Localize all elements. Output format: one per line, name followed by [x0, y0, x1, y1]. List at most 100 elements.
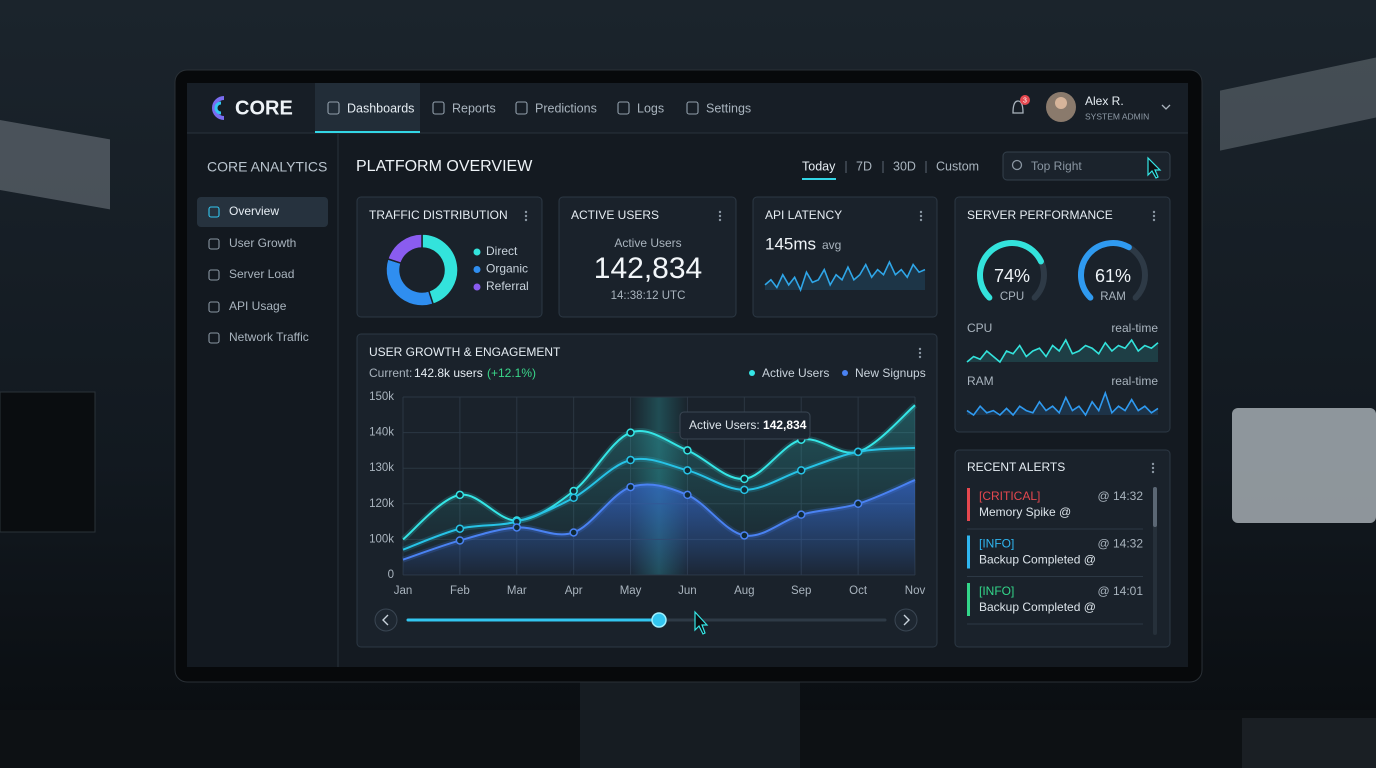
- data-point[interactable]: [796, 510, 806, 519]
- latency-unit: avg: [822, 238, 841, 252]
- alert-bar: [967, 488, 970, 521]
- data-point[interactable]: [683, 490, 692, 500]
- more-menu[interactable]: [1151, 466, 1155, 470]
- nav-tab[interactable]: Predictions: [535, 101, 597, 115]
- legend-dot: [842, 370, 848, 376]
- tooltip-value: 142,834: [763, 418, 807, 432]
- legend-dot: [473, 266, 481, 273]
- spark-label: CPU: [967, 321, 992, 335]
- data-point[interactable]: [796, 466, 806, 475]
- alert-time: @ 14:01: [1097, 584, 1143, 598]
- active-sidebar-item[interactable]: [197, 197, 328, 227]
- sparkline: [966, 390, 1159, 417]
- user-menu-chevron[interactable]: [1161, 104, 1171, 110]
- more-menu[interactable]: [1151, 470, 1155, 474]
- range-option[interactable]: 7D: [856, 159, 872, 173]
- x-tick-label: Nov: [905, 585, 926, 597]
- latency-value: 145ms: [765, 234, 816, 253]
- slider-prev[interactable]: [374, 608, 398, 632]
- more-menu[interactable]: [919, 218, 923, 222]
- data-point[interactable]: [569, 486, 578, 496]
- legend-dot: [473, 283, 481, 291]
- page-title: PLATFORM OVERVIEW: [356, 158, 533, 175]
- legend-label: New Signups: [855, 366, 926, 380]
- sparkline-area: [765, 262, 925, 290]
- x-tick-label: Sep: [791, 585, 811, 597]
- range-option[interactable]: Today: [802, 159, 836, 173]
- more-menu[interactable]: [918, 351, 922, 355]
- data-point[interactable]: [626, 428, 635, 437]
- sidebar-item[interactable]: API Usage: [229, 299, 287, 313]
- nav-tab[interactable]: Logs: [637, 101, 664, 115]
- cursor: [1147, 156, 1162, 179]
- metric-time: 14::38:12 UTC: [611, 290, 686, 302]
- gauge-value: 74%: [994, 266, 1030, 286]
- legend-label: Direct: [486, 244, 518, 258]
- logo-icon: [212, 96, 225, 120]
- more-menu[interactable]: [1151, 462, 1155, 466]
- active-users-card: [558, 196, 737, 318]
- nav-tab[interactable]: Settings: [706, 101, 751, 115]
- data-point[interactable]: [740, 531, 749, 540]
- slider-next[interactable]: [894, 608, 918, 632]
- more-menu[interactable]: [524, 214, 528, 218]
- server-card: [954, 196, 1171, 433]
- more-menu[interactable]: [718, 210, 722, 214]
- data-point[interactable]: [512, 523, 522, 532]
- range-option[interactable]: 30D: [893, 159, 916, 173]
- gauge-fill: [977, 240, 1044, 301]
- search-box[interactable]: [1002, 151, 1171, 181]
- data-point[interactable]: [626, 482, 635, 492]
- more-menu[interactable]: [1152, 214, 1156, 218]
- more-menu[interactable]: [919, 214, 923, 218]
- sidebar-item[interactable]: Server Load: [229, 267, 294, 281]
- sparkline: [966, 338, 1159, 364]
- nav-tab[interactable]: Dashboards: [347, 101, 414, 115]
- data-point[interactable]: [455, 536, 465, 545]
- prev-arrow: [382, 614, 389, 626]
- data-point[interactable]: [683, 466, 692, 475]
- scroll-thumb[interactable]: [1153, 487, 1157, 527]
- more-menu[interactable]: [918, 347, 922, 351]
- card-title: SERVER PERFORMANCE: [967, 208, 1113, 222]
- sidebar-icon: [208, 301, 220, 313]
- bell-icon[interactable]: [1012, 100, 1024, 114]
- more-menu[interactable]: [718, 214, 722, 218]
- data-point[interactable]: [626, 455, 635, 465]
- more-menu[interactable]: [524, 218, 528, 222]
- sidebar-item[interactable]: User Growth: [229, 236, 296, 250]
- more-menu[interactable]: [919, 210, 923, 214]
- more-menu[interactable]: [1152, 210, 1156, 214]
- range-option[interactable]: Custom: [936, 159, 979, 173]
- sidebar-item[interactable]: Network Traffic: [229, 330, 309, 344]
- data-point[interactable]: [740, 474, 749, 484]
- brand: CORE: [235, 97, 293, 119]
- data-point[interactable]: [455, 524, 465, 533]
- y-tick-label: 140k: [369, 427, 394, 439]
- tab-icon: [617, 101, 630, 115]
- search-placeholder: Top Right: [1031, 159, 1082, 173]
- card-title: USER GROWTH & ENGAGEMENT: [369, 345, 561, 359]
- more-menu[interactable]: [918, 355, 922, 359]
- nav-tab[interactable]: Reports: [452, 101, 496, 115]
- x-tick-label: Oct: [849, 585, 868, 597]
- data-point[interactable]: [853, 499, 863, 509]
- tab-icon: [432, 101, 445, 115]
- alert-level: [CRITICAL]: [979, 489, 1040, 503]
- more-menu[interactable]: [1152, 218, 1156, 222]
- data-point[interactable]: [569, 493, 578, 502]
- user-name: Alex R.: [1085, 94, 1124, 108]
- alert-time: @ 14:32: [1097, 537, 1143, 551]
- data-point[interactable]: [455, 490, 465, 500]
- data-point[interactable]: [683, 446, 692, 455]
- more-menu[interactable]: [524, 210, 528, 214]
- data-point[interactable]: [853, 447, 863, 457]
- sidebar-item[interactable]: Overview: [229, 204, 279, 218]
- ceiling-light: [1220, 57, 1376, 151]
- legend-dot: [473, 248, 481, 256]
- data-point[interactable]: [569, 528, 578, 537]
- slider-thumb[interactable]: [651, 612, 667, 628]
- more-menu[interactable]: [718, 218, 722, 222]
- data-point[interactable]: [740, 485, 749, 495]
